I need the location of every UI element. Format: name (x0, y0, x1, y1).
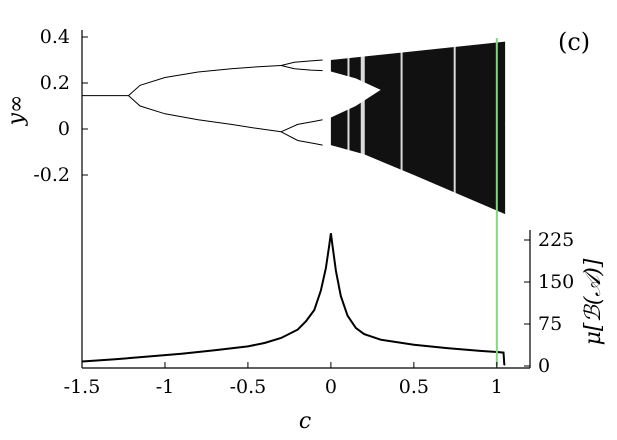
period4-branch (280, 131, 323, 146)
x-tick-label: 1 (491, 376, 503, 398)
y-tick-label-right: 150 (538, 271, 574, 293)
period4-branch (280, 119, 323, 133)
axes-frame (81, 30, 531, 369)
chaotic-band-lower (330, 89, 506, 215)
period4-branch (280, 59, 323, 66)
period2-upper-branch (128, 65, 282, 96)
x-tick-label: -0.5 (230, 376, 267, 398)
measure-curve (81, 233, 506, 366)
x-tick-labels: -1.5 -1 -0.5 0 0.5 1 (64, 362, 503, 398)
y-tick-label-left: 0 (58, 118, 70, 140)
x-tick-label: 0.5 (399, 376, 429, 398)
y-axis-label-left: y∞ (4, 95, 29, 127)
y-tick-label-left: 0.2 (40, 72, 70, 94)
y-tick-label-left: -0.2 (33, 164, 70, 186)
period4-branch (280, 65, 323, 72)
y-tick-label-right: 75 (538, 313, 562, 335)
plot-content (81, 38, 506, 366)
periodic-window (400, 39, 403, 217)
y-tick-label-right: 0 (538, 355, 550, 377)
x-tick-label: -1 (156, 376, 175, 398)
y-tick-labels-right: 225 150 75 0 (524, 229, 574, 377)
y-tick-label-right: 225 (538, 229, 574, 251)
y-axis-label-right: μ[ℬ(𝒜)] (581, 258, 606, 345)
y-tick-label-left: 0.4 (40, 26, 70, 48)
chaotic-band-upper (330, 41, 506, 125)
period2-lower-branch (128, 95, 282, 133)
x-tick-label: 0 (325, 376, 337, 398)
periodic-window (453, 39, 456, 217)
periodic-window (347, 39, 350, 217)
y-tick-labels-left: 0.4 0.2 0 -0.2 (33, 26, 88, 186)
panel-label: (c) (558, 28, 590, 56)
x-tick-label: -1.5 (64, 376, 101, 398)
periodic-window (360, 39, 365, 217)
x-axis-label: c (299, 409, 311, 434)
